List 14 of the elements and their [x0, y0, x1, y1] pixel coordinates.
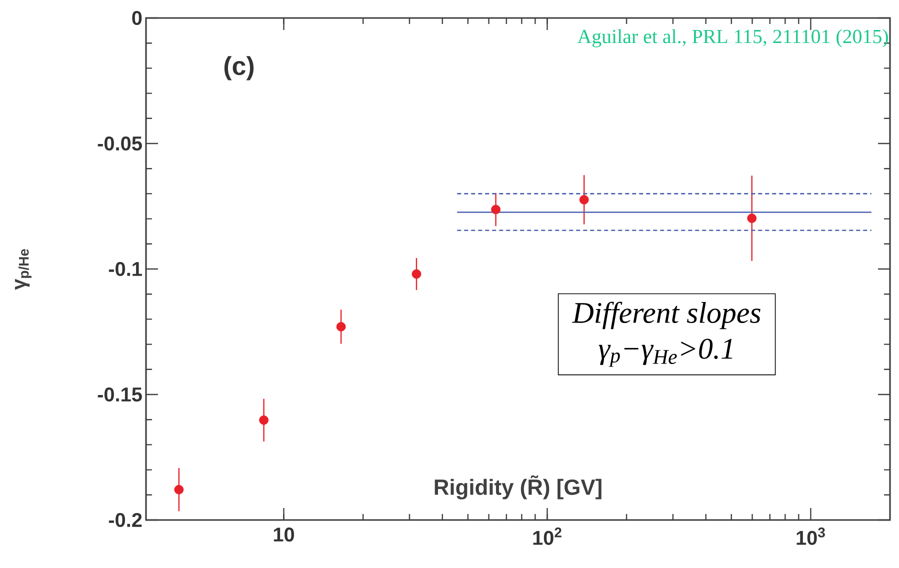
y-tick-label: 0 [132, 10, 142, 26]
y-tick-label: -0.05 [98, 136, 142, 151]
y-tick-label: -0.1 [108, 262, 142, 276]
y-axis-title: γ$_{p/He}$ [14, 249, 32, 290]
y-tick-label: -0.2 [108, 512, 142, 528]
x-tick-label: 10$^{2}$ [533, 528, 562, 545]
annotation: (c) [224, 56, 254, 80]
x-tick-label: 10 [274, 528, 294, 542]
x-axis-title: Rigidity (R̃) [GV] [434, 475, 602, 500]
x-tick-label: 10$^{3}$ [796, 528, 825, 545]
annotation: Different slopes [572, 302, 760, 330]
y-tick-label: -0.15 [98, 387, 142, 402]
annotation: γ$_{p}$−γ$_{He}$>0.1 [598, 338, 732, 367]
annotation: Aguilar et al., PRL 115, 211101 (2015) [577, 29, 888, 48]
